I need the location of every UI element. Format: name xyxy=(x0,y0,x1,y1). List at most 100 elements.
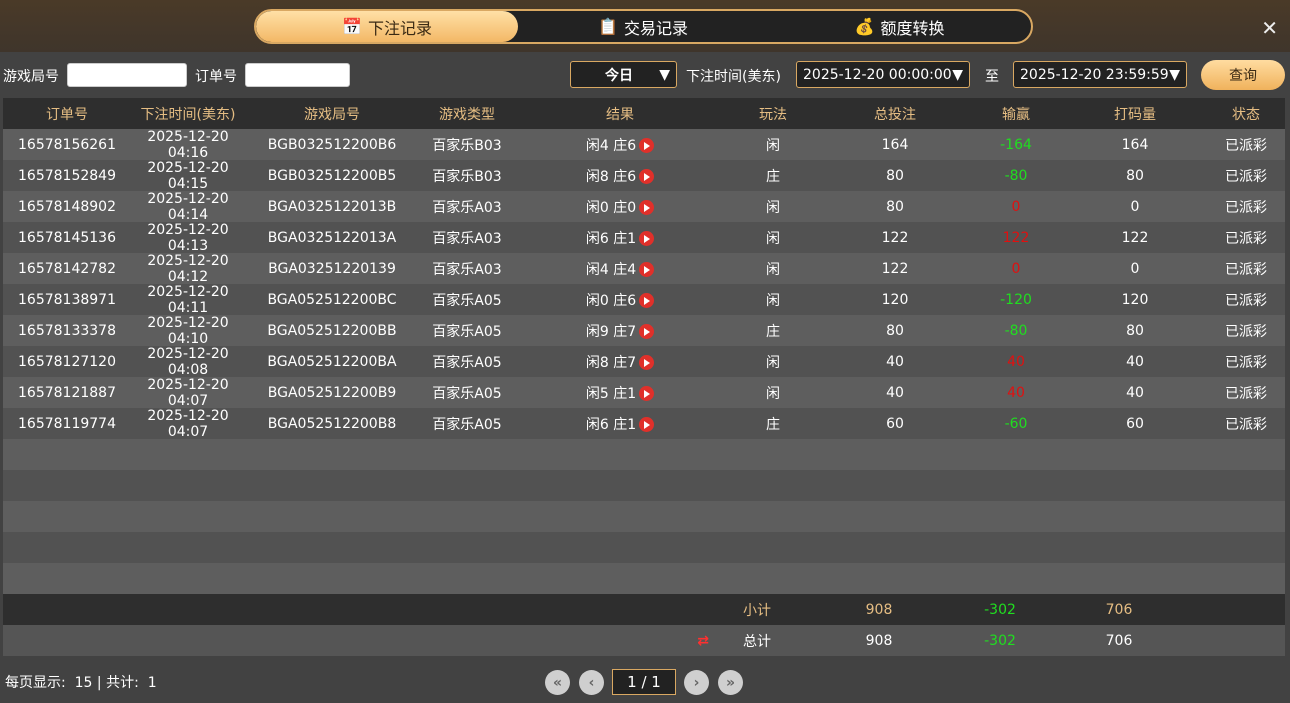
play-replay-icon[interactable] xyxy=(639,355,655,370)
cell: 2025-12-20 04:12 xyxy=(131,253,245,285)
next-page-button[interactable]: › xyxy=(684,670,709,695)
header-bar: 📅 下注记录 📋 交易记录 💰 额度转换 ✕ xyxy=(0,0,1290,52)
cell: 0 xyxy=(969,199,1063,215)
round-input[interactable] xyxy=(67,63,187,87)
cell: 164 xyxy=(1063,137,1207,153)
cell-text: 80 xyxy=(886,322,904,339)
cell: 0 xyxy=(1063,199,1207,215)
cell: 122 xyxy=(969,230,1063,246)
play-replay-icon[interactable] xyxy=(639,417,655,432)
cell: 庄 xyxy=(725,166,821,186)
cell-text: 闲9 庄7 xyxy=(585,323,637,340)
cell-text: 闲 xyxy=(766,199,780,216)
cell: 40 xyxy=(969,385,1063,401)
cell-text: 闲 xyxy=(766,354,780,371)
cell-text: 16578138971 xyxy=(18,291,116,308)
cell: 2025-12-20 04:10 xyxy=(131,315,245,347)
cell: 164 xyxy=(821,137,969,153)
cell: 已派彩 xyxy=(1207,321,1285,341)
cell-text: 庄 xyxy=(766,416,780,433)
prev-page-button[interactable]: ‹ xyxy=(579,670,604,695)
cell-text: 庄 xyxy=(766,168,780,185)
play-replay-icon[interactable] xyxy=(639,200,655,215)
cell: -60 xyxy=(969,416,1063,432)
cell-text: 40 xyxy=(1126,353,1144,370)
cell: 闲0 庄6 xyxy=(515,290,725,310)
table-row: 16578148902 2025-12-20 04:14 BGA0325122013… xyxy=(3,190,1285,223)
cell: 闲8 庄6 xyxy=(515,166,725,186)
cell: 16578156261 xyxy=(3,137,131,153)
cell: BGA052512200BB xyxy=(245,323,419,339)
end-time-select[interactable]: 2025-12-20 23:59:59 ▼ xyxy=(1013,61,1187,88)
cell-text: 2025-12-20 04:14 xyxy=(147,190,229,223)
cell-text: 40 xyxy=(1007,353,1025,370)
play-replay-icon[interactable] xyxy=(639,293,655,308)
play-replay-icon[interactable] xyxy=(639,262,655,277)
cell: 122 xyxy=(821,261,969,277)
cell: 122 xyxy=(1063,230,1207,246)
empty-row xyxy=(3,563,1285,594)
page-indicator[interactable]: 1 / 1 xyxy=(612,669,676,695)
refresh-icon[interactable]: ⇄ xyxy=(697,632,709,649)
cell-text: -80 xyxy=(1004,167,1028,184)
cell-text: 已派彩 xyxy=(1225,199,1267,216)
play-replay-icon[interactable] xyxy=(639,386,655,401)
cell-text: BGA0325122013B xyxy=(267,198,397,215)
cell-text: 80 xyxy=(1126,322,1144,339)
cell-text: 2025-12-20 04:15 xyxy=(147,159,229,192)
close-icon[interactable]: ✕ xyxy=(1261,16,1278,40)
column-header: 游戏局号 xyxy=(304,106,360,123)
cell: 80 xyxy=(821,323,969,339)
first-page-button[interactable]: « xyxy=(545,670,570,695)
cell-text: 120 xyxy=(1121,291,1149,308)
cell: 百家乐A05 xyxy=(419,290,515,310)
play-replay-icon[interactable] xyxy=(639,231,655,246)
tab-transaction-records[interactable]: 📋 交易记录 xyxy=(598,17,688,38)
start-time-select[interactable]: 2025-12-20 00:00:00 ▼ xyxy=(796,61,970,88)
cell: 闲 xyxy=(725,383,821,403)
last-page-button[interactable]: » xyxy=(718,670,743,695)
cell-text: 16578133378 xyxy=(18,322,116,339)
cell: 闲4 庄4 xyxy=(515,259,725,279)
table-header: 订单号 下注时间(美东) 游戏局号 游戏类型 结果 玩法 总投注 输赢 打码量 状态 xyxy=(3,98,1285,129)
cell-text: 122 xyxy=(1121,229,1149,246)
column-header: 输赢 xyxy=(1002,106,1030,123)
cell: 闲4 庄6 xyxy=(515,135,725,155)
query-button[interactable]: 查询 xyxy=(1201,60,1285,90)
cell: 百家乐A03 xyxy=(419,259,515,279)
cell-text: 16578121887 xyxy=(18,384,116,401)
tab-credit-transfer[interactable]: 💰 额度转换 xyxy=(854,17,945,38)
column-header: 玩法 xyxy=(759,106,787,123)
cell-text: BGB032512200B5 xyxy=(267,167,397,184)
cell-text: 40 xyxy=(1126,384,1144,401)
cell-text: BGB032512200B6 xyxy=(267,136,397,153)
cell: BGA052512200B9 xyxy=(245,385,419,401)
play-replay-icon[interactable] xyxy=(639,169,655,184)
cell: 已派彩 xyxy=(1207,414,1285,434)
chevron-down-icon: ▼ xyxy=(1169,66,1180,83)
range-select[interactable]: 今日 ▼ xyxy=(570,61,677,88)
cell-text: BGA0325122013A xyxy=(267,229,397,246)
order-input[interactable] xyxy=(245,63,350,87)
cell-text: 40 xyxy=(886,384,904,401)
tab-bet-records[interactable]: 📅 下注记录 xyxy=(256,11,518,42)
cell: 闲 xyxy=(725,135,821,155)
play-replay-icon[interactable] xyxy=(639,324,655,339)
order-label: 订单号 xyxy=(195,69,237,85)
cell-text: 闲8 庄7 xyxy=(585,354,637,371)
tab-bar: 📅 下注记录 📋 交易记录 💰 额度转换 xyxy=(254,9,1033,44)
cell: 120 xyxy=(1063,292,1207,308)
cell-text: 164 xyxy=(881,136,909,153)
cell-text: 80 xyxy=(1126,167,1144,184)
cell-text: 16578127120 xyxy=(18,353,116,370)
column-header: 订单号 xyxy=(46,106,88,123)
cell-text: 闲 xyxy=(766,292,780,309)
cell: 60 xyxy=(821,416,969,432)
column-header: 结果 xyxy=(606,106,634,123)
table-row: 16578121887 2025-12-20 04:07 BGA052512200B… xyxy=(3,377,1285,409)
cell-text: 16578142782 xyxy=(18,260,116,277)
cell: 2025-12-20 04:11 xyxy=(131,284,245,316)
play-replay-icon[interactable] xyxy=(639,138,655,153)
cell: 2025-12-20 04:16 xyxy=(131,129,245,161)
cell: 已派彩 xyxy=(1207,228,1285,248)
